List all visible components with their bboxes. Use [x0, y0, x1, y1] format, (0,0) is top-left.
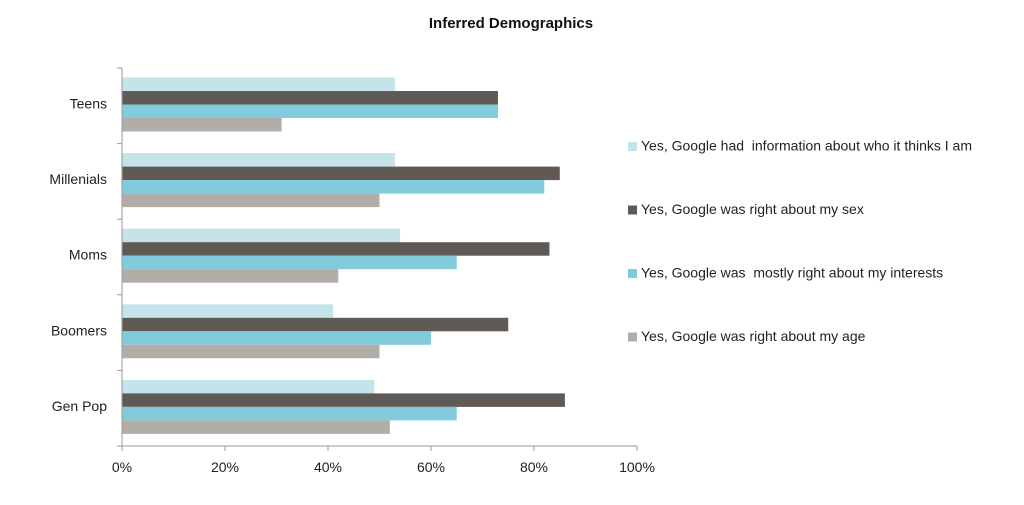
x-tick-label: 40%	[314, 459, 342, 475]
category-label: Teens	[70, 96, 107, 112]
category-label: Moms	[69, 247, 107, 263]
bar-millenials-series-2	[122, 166, 560, 181]
bar-gen-pop-series-3	[122, 406, 457, 421]
x-tick-labels: 0% 20% 40% 60% 80% 100%	[112, 459, 655, 475]
bar-gen-pop-series-1	[122, 379, 375, 394]
legend-label: Yes, Google was right about my age	[641, 328, 866, 344]
x-tick-label: 20%	[211, 459, 239, 475]
legend-label: Yes, Google was mostly right about my in…	[641, 265, 943, 281]
category-label: Gen Pop	[52, 398, 107, 414]
bars-group	[122, 77, 565, 434]
chart-title: Inferred Demographics	[429, 15, 593, 32]
bar-moms-series-2	[122, 242, 550, 256]
bar-moms-series-1	[122, 228, 401, 243]
bar-boomers-series-4	[122, 344, 380, 359]
bar-teens-series-2	[122, 91, 498, 105]
x-tick-label: 100%	[619, 459, 655, 475]
bar-millenials-series-3	[122, 180, 545, 194]
bar-moms-series-4	[122, 269, 339, 283]
category-labels: Teens Millenials Moms Boomers Gen Pop	[49, 96, 107, 414]
legend-label: Yes, Google had information about who it…	[641, 138, 972, 154]
bar-boomers-series-2	[122, 317, 509, 332]
bar-millenials-series-1	[122, 153, 395, 167]
bar-millenials-series-4	[122, 193, 380, 208]
legend-swatch	[628, 332, 637, 342]
legend-label: Yes, Google was right about my sex	[641, 201, 864, 217]
legend-swatch	[628, 269, 637, 278]
bar-gen-pop-series-4	[122, 420, 390, 434]
legend-swatch	[628, 205, 637, 215]
x-tick-label: 80%	[520, 459, 548, 475]
bar-boomers-series-1	[122, 304, 334, 318]
x-tick-label: 0%	[112, 459, 132, 475]
bar-boomers-series-3	[122, 331, 431, 345]
category-label: Millenials	[49, 171, 107, 187]
legend: Yes, Google had information about who it…	[628, 138, 972, 344]
legend-swatch	[628, 142, 637, 151]
x-tick-label: 60%	[417, 459, 445, 475]
bar-teens-series-4	[122, 118, 282, 132]
bar-gen-pop-series-2	[122, 393, 565, 407]
bar-moms-series-3	[122, 255, 457, 270]
bar-teens-series-1	[122, 77, 395, 91]
axes	[117, 67, 638, 451]
bar-teens-series-3	[122, 104, 498, 118]
category-label: Boomers	[51, 322, 107, 338]
